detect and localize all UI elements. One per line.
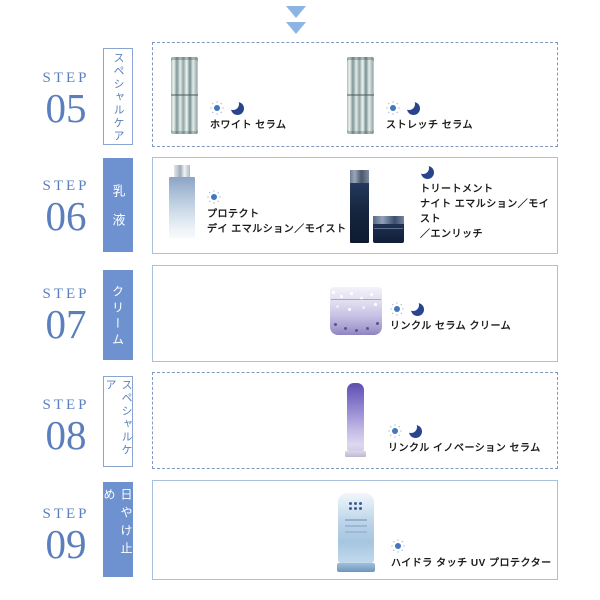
product-name: ハイドラ タッチ UV プロテクター xyxy=(391,558,552,569)
product-info: ハイドラ タッチ UV プロテクター xyxy=(391,539,552,572)
step-word: STEP xyxy=(42,506,90,522)
night-jar xyxy=(373,216,404,243)
product-name: ストレッチ セラム xyxy=(386,120,473,131)
product-name: プロテクト デイ エマルション／モイスト xyxy=(207,209,347,235)
usage-icons xyxy=(386,98,473,115)
product-name: トリートメント ナイト エマルション／モイスト ／エンリッチ xyxy=(420,184,550,240)
night-bottle xyxy=(350,170,369,243)
sun-icon xyxy=(388,424,402,438)
step-heading: STEP 07 xyxy=(27,286,105,345)
product-info: ホワイト セラム xyxy=(210,98,287,134)
moon-icon xyxy=(403,98,420,115)
tube-base xyxy=(345,451,366,457)
step-heading: STEP 08 xyxy=(27,397,105,456)
step-heading: STEP 05 xyxy=(27,70,105,129)
usage-icons xyxy=(210,98,286,115)
category-label-sunscreen: 日やけ止め xyxy=(102,482,133,577)
sun-icon xyxy=(210,101,224,115)
tube-cap xyxy=(337,563,375,572)
product-wrinkle-cream: リンクル セラム クリーム xyxy=(330,287,511,335)
usage-icons xyxy=(391,539,552,553)
product-day-emulsion: プロテクト デイ エマルション／モイスト xyxy=(169,165,346,238)
category-label-emulsion: 乳液 xyxy=(103,158,133,252)
sun-icon xyxy=(391,539,405,553)
step-number: 09 xyxy=(45,521,87,567)
sun-icon xyxy=(390,302,404,316)
bottle-body xyxy=(169,177,195,238)
moon-icon xyxy=(405,421,422,438)
bottle-cap xyxy=(174,165,190,177)
moon-icon xyxy=(407,299,424,316)
product-info: ストレッチ セラム xyxy=(386,98,473,134)
day-emulsion-bottle-image xyxy=(169,165,195,238)
night-emulsion-bottle-and-jar-image xyxy=(350,170,404,243)
step-number: 07 xyxy=(45,301,87,347)
product-box: リンクル セラム クリーム xyxy=(152,265,558,362)
sun-icon xyxy=(207,190,221,204)
step-number: 06 xyxy=(45,193,87,239)
product-wrinkle-innovation-serum: リンクル イノベーション セラム xyxy=(345,383,541,457)
product-info: トリートメント ナイト エマルション／モイスト ／エンリッチ xyxy=(417,162,557,243)
product-info: プロテクト デイ エマルション／モイスト xyxy=(207,190,346,238)
step-word: STEP xyxy=(42,286,90,302)
step-number: 08 xyxy=(45,412,87,458)
chevron-down-icon xyxy=(286,22,306,34)
step-heading: STEP 09 xyxy=(27,506,105,565)
step-number: 05 xyxy=(45,85,87,131)
moon-icon xyxy=(227,98,244,115)
step-word: STEP xyxy=(42,70,90,86)
product-box: リンクル イノベーション セラム xyxy=(152,372,558,469)
product-name: リンクル セラム クリーム xyxy=(390,321,512,332)
sun-icon xyxy=(386,101,400,115)
tube-body xyxy=(338,493,374,563)
product-info: リンクル セラム クリーム xyxy=(390,299,512,335)
step-word: STEP xyxy=(42,178,90,194)
usage-icons xyxy=(390,299,511,316)
product-name: リンクル イノベーション セラム xyxy=(388,443,541,454)
product-box: プロテクト デイ エマルション／モイスト トリートメント ナイト エマルション／… xyxy=(152,157,558,254)
product-name: ホワイト セラム xyxy=(210,120,287,131)
product-uv-protector: ハイドラ タッチ UV プロテクター xyxy=(337,493,552,572)
stretch-serum-bottle-image xyxy=(347,57,374,134)
category-label-special-care: スペシャルケア xyxy=(103,376,133,467)
product-info: リンクル イノベーション セラム xyxy=(388,421,541,457)
moon-icon xyxy=(417,162,434,179)
category-label-cream: クリーム xyxy=(103,270,133,360)
product-night-emulsion: トリートメント ナイト エマルション／モイスト ／エンリッチ xyxy=(350,162,557,243)
product-box: ホワイト セラム ストレッチ セラム xyxy=(152,42,558,147)
uv-protector-tube-image xyxy=(337,493,375,572)
usage-icons xyxy=(417,162,557,179)
step-word: STEP xyxy=(42,397,90,413)
tube-body xyxy=(347,383,364,451)
product-stretch-serum: ストレッチ セラム xyxy=(347,57,473,134)
product-white-serum: ホワイト セラム xyxy=(171,57,286,134)
usage-icons xyxy=(207,190,346,204)
step-heading: STEP 06 xyxy=(27,178,105,237)
white-serum-bottle-image xyxy=(171,57,198,134)
scroll-down-indicator xyxy=(286,6,306,34)
wrinkle-cream-jar-image xyxy=(330,287,382,335)
usage-icons xyxy=(388,421,541,438)
wrinkle-innovation-serum-tube-image xyxy=(345,383,366,457)
chevron-down-icon xyxy=(286,6,306,18)
category-label-special-care: スペシャルケア xyxy=(103,48,133,145)
product-box: ハイドラ タッチ UV プロテクター xyxy=(152,480,558,580)
